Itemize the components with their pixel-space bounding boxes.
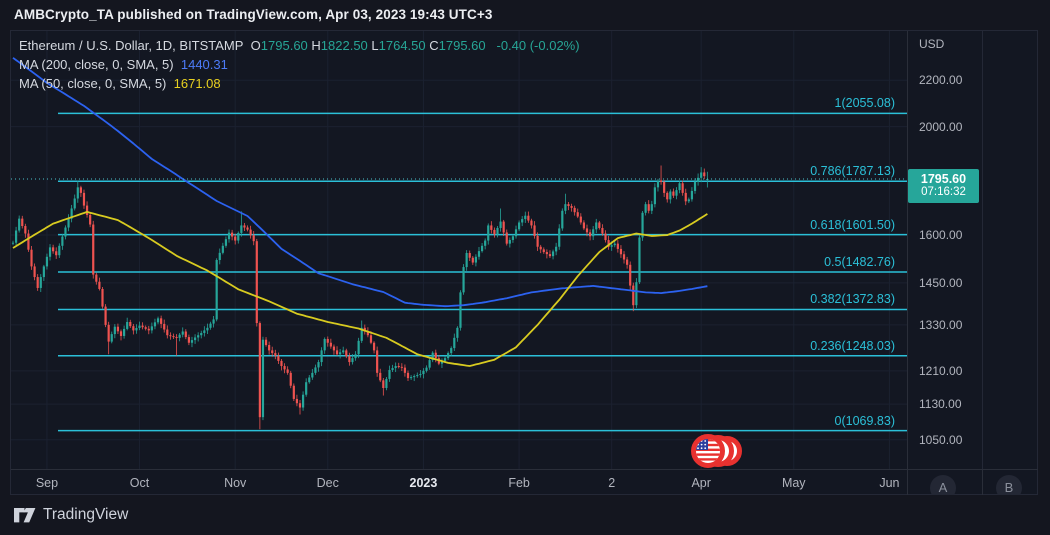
time-label: 2 [608,476,616,490]
axis-divider [982,469,983,495]
price-tick: 1330.00 [919,317,963,332]
time-axis[interactable]: Sep Oct Nov Dec 2023 Feb 2 Apr May Jun [11,469,1038,495]
fib-label: 0.382(1372.83) [810,292,895,307]
usa-flag-coins-sticker [700,447,703,450]
price-tick: 1600.00 [919,228,963,243]
ohlc-number: 1822.50 [320,38,372,53]
tradingview-logo-icon[interactable] [14,507,36,523]
fib-label: 0.786(1787.13) [810,164,895,179]
usa-flag-coins-sticker [696,453,720,456]
right-margin [982,31,1038,469]
price-tick: 1210.00 [919,363,963,378]
ohlc-values: O1795.60 H1822.50 L1764.50 C1795.60 [251,38,490,53]
usa-flag-coins-sticker [704,443,707,446]
time-label: May [781,476,806,490]
ma200-row: MA (200, close, 0, SMA, 5) 1440.31 [19,55,580,74]
fib-label: 0.5(1482.76) [824,255,895,270]
chart-pane[interactable] [11,31,907,469]
publish-bar: AMBCrypto_TA published on TradingView.co… [0,0,1050,30]
ma200-label: MA (200, close, 0, SMA, 5) [19,57,174,72]
time-label: 2023 [409,476,438,490]
usa-flag-coins-sticker [700,443,703,446]
ohlc-letter: H [311,38,321,53]
price-tick: 1450.00 [919,275,963,290]
tradingview-brand[interactable]: TradingView [43,506,129,523]
time-label: Apr [691,476,711,490]
price-tick: 1050.00 [919,432,963,447]
price-tick: 1130.00 [919,397,962,412]
ma50-label: MA (50, close, 0, SMA, 5) [19,76,167,91]
chart-legend: Ethereum / U.S. Dollar, 1D, BITSTAMP O17… [19,36,580,93]
time-label: Oct [129,476,150,490]
ohlc-letter: O [250,38,261,53]
symbol-title: Ethereum / U.S. Dollar, 1D, BITSTAMP [19,38,244,53]
time-label: Dec [316,476,339,490]
ma50-row: MA (50, close, 0, SMA, 5) 1671.08 [19,74,580,93]
bar-countdown: 07:16:32 [921,186,966,198]
footer: TradingView [0,495,1050,535]
fib-label: 0(1069.83) [834,413,895,428]
symbol-row: Ethereum / U.S. Dollar, 1D, BITSTAMP O17… [19,36,580,55]
currency-label: USD [919,37,945,51]
time-label: Nov [224,476,247,490]
change-value: -0.40 (-0.02%) [496,38,580,53]
usa-flag-coins-sticker [696,458,720,461]
ma200-value: 1440.31 [180,57,228,72]
time-label: Feb [508,476,530,490]
ohlc-letter: C [429,38,439,53]
usa-flag-coins-sticker [704,440,707,442]
usa-flag-coins-sticker [704,447,707,450]
ohlc-letter: L [371,38,379,53]
price-axis[interactable]: USD 2200.00 2000.00 1600.00 1450.00 1330.00 1… [907,31,982,469]
usa-flag-coins-sticker [697,447,699,450]
last-price-badge: 1795.60 07:16:32 [908,169,979,203]
fib-label: 0.618(1601.50) [810,217,895,232]
fib-label: 0.236(1248.03) [810,338,895,353]
axis-divider [907,469,908,495]
time-label: Jun [879,476,900,490]
ohlc-number: 1795.60 [438,38,490,53]
time-label: Sep [35,476,59,490]
price-tick: 2200.00 [919,73,963,88]
ohlc-number: 1795.60 [260,38,312,53]
publish-text: AMBCrypto_TA published on TradingView.co… [14,7,493,22]
price-tick: 2000.00 [919,119,963,134]
chart-widget: Ethereum / U.S. Dollar, 1D, BITSTAMP O17… [10,30,1038,501]
last-price: 1795.60 [920,172,967,186]
fib-label: 1(2055.08) [834,96,895,111]
ohlc-number: 1764.50 [378,38,430,53]
ma50-value: 1671.08 [173,76,221,91]
